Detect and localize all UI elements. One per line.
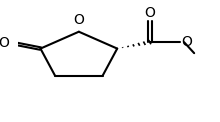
Text: O: O <box>181 35 192 49</box>
Text: O: O <box>73 13 84 27</box>
Text: O: O <box>0 36 9 50</box>
Text: O: O <box>144 6 155 20</box>
